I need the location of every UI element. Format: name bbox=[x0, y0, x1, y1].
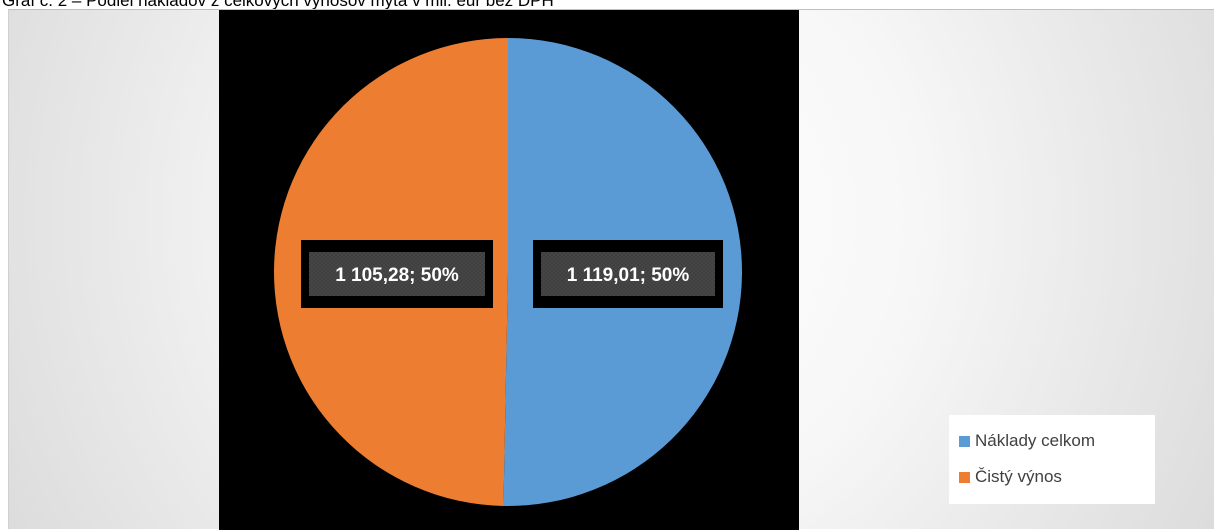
legend-swatch-cisty-vynos bbox=[959, 471, 970, 483]
data-labels: 1 119,01; 50% 1 105,28; 50% bbox=[301, 240, 723, 308]
legend-label-cisty-vynos: Čistý výnos bbox=[975, 467, 1062, 486]
data-label-text: 1 119,01; 50% bbox=[567, 265, 690, 286]
legend-swatch-naklady bbox=[959, 435, 970, 447]
legend: Náklady celkom Čistý výnos bbox=[949, 415, 1155, 504]
pie-chart: 1 119,01; 50% 1 105,28; 50% bbox=[219, 10, 799, 530]
data-label-cisty-vynos: 1 105,28; 50% bbox=[301, 240, 493, 308]
chart-caption: Graf č. 2 – Podiel nákladov z celkových … bbox=[2, 0, 554, 10]
chart-area: 1 119,01; 50% 1 105,28; 50% Náklady celko… bbox=[8, 9, 1214, 530]
data-label-text: 1 105,28; 50% bbox=[335, 265, 459, 286]
legend-label-naklady: Náklady celkom bbox=[975, 431, 1095, 450]
legend-item-cisty-vynos: Čistý výnos bbox=[959, 459, 1155, 495]
legend-item-naklady: Náklady celkom bbox=[959, 423, 1155, 459]
data-label-naklady: 1 119,01; 50% bbox=[533, 240, 723, 308]
